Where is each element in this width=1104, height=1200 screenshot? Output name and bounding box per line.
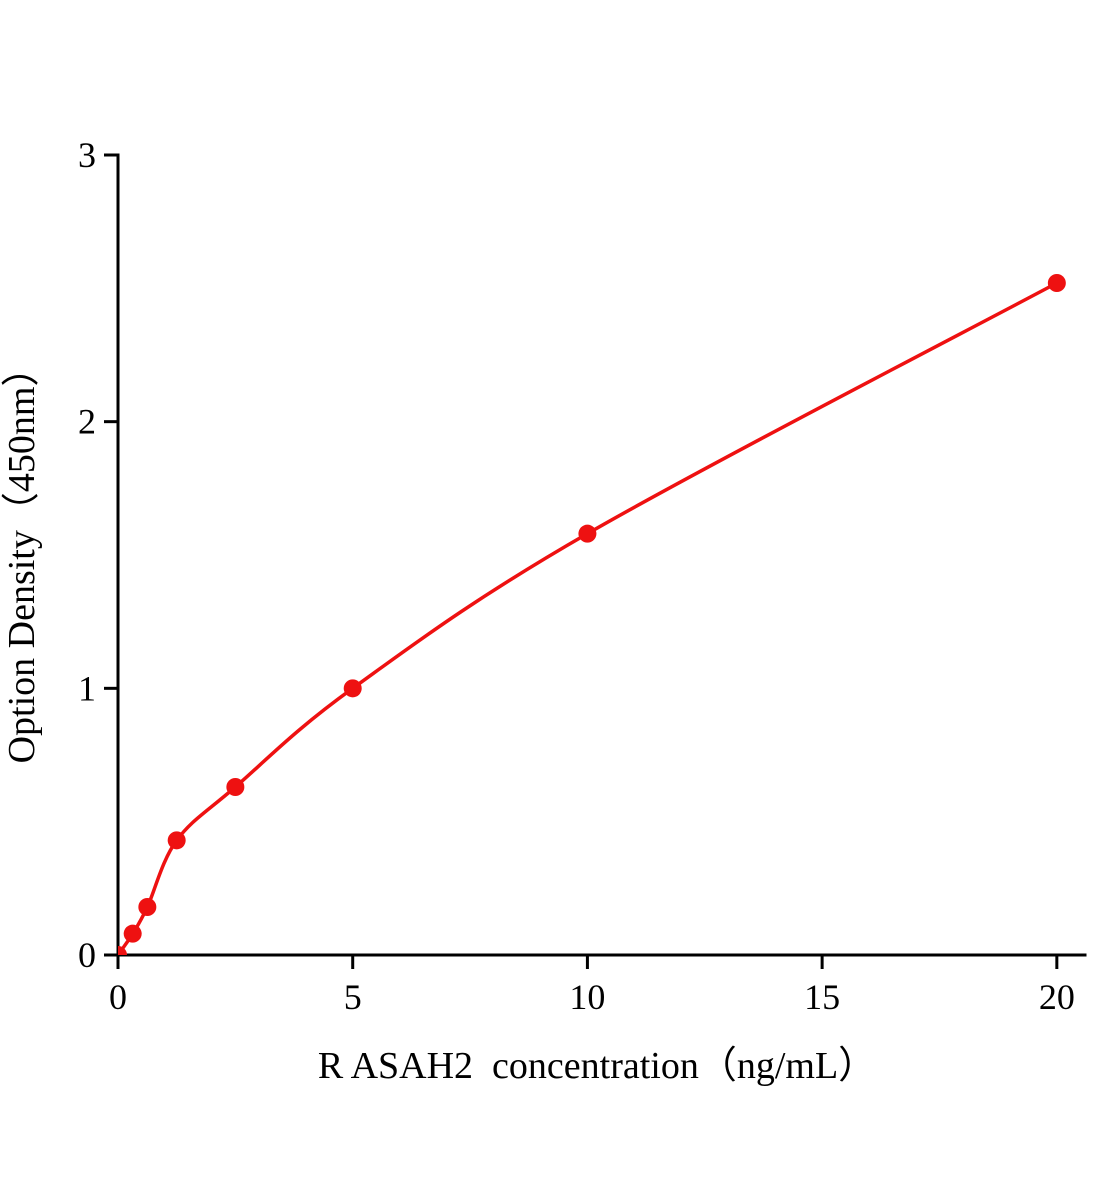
x-tick-label: 20 <box>1039 977 1075 1017</box>
data-point <box>226 778 245 796</box>
data-point <box>138 898 157 916</box>
y-tick-label: 1 <box>78 668 96 708</box>
axis-lines <box>116 153 1087 957</box>
data-point <box>118 946 127 955</box>
y-tick-label: 3 <box>78 135 96 175</box>
x-tick-label: 15 <box>804 977 840 1017</box>
y-axis-ticks: 0 1 2 3 <box>78 135 118 975</box>
data-point <box>167 831 186 850</box>
y-tick-label: 2 <box>78 402 96 442</box>
x-tick-label: 0 <box>109 977 127 1017</box>
standard-curve-line <box>118 281 1058 955</box>
data-point <box>343 679 362 698</box>
x-axis-ticks: 0 5 10 15 20 <box>109 955 1075 1017</box>
y-tick-label: 0 <box>78 935 96 975</box>
x-axis-label: R ASAH2 concentration（ng/mL） <box>318 1045 876 1087</box>
data-point <box>123 924 142 943</box>
data-point <box>578 524 597 543</box>
x-tick-label: 5 <box>344 977 362 1017</box>
x-tick-label: 10 <box>569 977 605 1017</box>
data-point <box>1047 274 1066 292</box>
data-point-markers <box>118 274 1066 955</box>
y-axis-label: Option Density（450nm） <box>1 349 43 764</box>
